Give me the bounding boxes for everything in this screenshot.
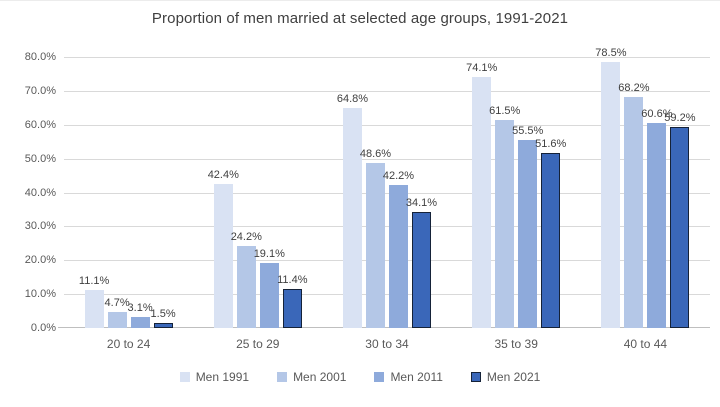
x-axis-category-label: 25 to 29: [236, 337, 280, 351]
bar-men-1991: [213, 184, 233, 328]
y-axis-tick-label: 30.0%: [24, 220, 56, 233]
data-label-men-2021: 59.2%: [664, 112, 696, 125]
y-axis-tick-label: 10.0%: [24, 288, 56, 301]
data-label-men-2011: 3.1%: [127, 302, 153, 315]
bar-men-2021: [670, 127, 690, 328]
legend-item-men-2021: Men 2021: [470, 370, 541, 384]
y-axis-tick-label: 0.0%: [30, 322, 56, 334]
y-axis-tick-label: 40.0%: [24, 186, 56, 199]
gridline: [64, 260, 710, 262]
data-label-men-2011: 42.2%: [382, 170, 415, 183]
data-label-men-1991: 74.1%: [466, 61, 498, 74]
bar-men-1991: [472, 76, 492, 328]
gridline: [64, 226, 710, 228]
gridline: [64, 294, 710, 296]
data-label-men-2001: 48.6%: [359, 148, 392, 161]
y-axis-tick-label: 70.0%: [24, 84, 56, 97]
bar-men-2011: [259, 263, 279, 328]
gridline: [64, 57, 710, 58]
chart-title: Proportion of men married at selected ag…: [151, 10, 569, 27]
legend-swatch-men-2001: [277, 372, 288, 382]
bar-men-2001: [495, 119, 515, 328]
legend-swatch-men-1991: [179, 372, 190, 382]
data-label-men-2011: 60.6%: [641, 107, 673, 120]
bar-men-2001: [624, 96, 644, 328]
plot-area: 11.1% 4.7% 3.1% 1.5% 42.4% 24.2% 19.1% 11.4% 64.…: [58, 47, 710, 328]
bar-men-2011: [389, 185, 408, 328]
legend-label-men-1991: Men 1991: [195, 370, 250, 384]
legend-label-men-2021: Men 2021: [486, 370, 541, 384]
x-axis-category-label: 35 to 39: [494, 337, 538, 351]
legend-item-men-2011: Men 2011: [374, 370, 443, 384]
bar-men-2001: [236, 246, 256, 328]
gridline: [64, 158, 710, 160]
data-label-men-2001: 68.2%: [618, 81, 650, 94]
legend-swatch-men-2011: [374, 372, 385, 382]
bar-men-2021: [282, 289, 302, 328]
data-label-men-2011: 19.1%: [253, 248, 285, 261]
gridline: [64, 192, 710, 194]
bar-men-1991: [601, 62, 621, 328]
gridline: [64, 124, 710, 126]
x-axis-category-label: 40 to 44: [623, 337, 668, 351]
data-label-men-1991: 78.5%: [595, 47, 627, 60]
bar-men-1991: [84, 290, 104, 328]
bar-men-2001: [107, 312, 127, 328]
data-label-men-2001: 24.2%: [230, 231, 262, 244]
x-axis-category-label: 30 to 34: [365, 337, 409, 351]
gridline: [64, 90, 710, 92]
y-axis-tick-label: 60.0%: [24, 118, 56, 131]
x-axis-category-label: 20 to 24: [106, 337, 151, 351]
bar-men-2011: [647, 122, 667, 328]
bar-men-2021: [153, 322, 173, 328]
data-label-men-1991: 42.4%: [207, 169, 239, 182]
data-label-men-1991: 11.1%: [78, 275, 110, 288]
legend-swatch-men-2021: [470, 372, 481, 382]
legend-label-men-2001: Men 2001: [293, 370, 347, 384]
bar-men-2011: [518, 139, 538, 328]
legend-item-men-2001: Men 2001: [277, 370, 346, 384]
bar-men-2001: [366, 163, 385, 328]
y-axis-tick-label: 20.0%: [24, 254, 56, 267]
data-label-men-2001: 4.7%: [104, 297, 130, 310]
bar-men-2021: [412, 212, 431, 328]
data-label-men-2021: 51.6%: [535, 138, 567, 151]
y-axis-tick-label: 50.0%: [24, 152, 56, 165]
data-label-men-1991: 64.8%: [336, 93, 369, 106]
data-label-men-2011: 55.5%: [512, 124, 544, 137]
data-label-men-2021: 1.5%: [150, 307, 176, 320]
data-label-men-2021: 34.1%: [405, 197, 438, 210]
legend-label-men-2011: Men 2011: [390, 370, 443, 384]
y-axis-tick-label: 80.0%: [24, 51, 56, 63]
bar-men-2021: [541, 153, 561, 328]
legend-item-men-1991: Men 1991: [179, 370, 250, 384]
legend: Men 1991 Men 2001 Men 2011 Men 2021: [0, 370, 720, 384]
bar-men-2011: [130, 317, 150, 328]
bar-men-1991: [343, 108, 362, 328]
data-label-men-2021: 11.4%: [277, 274, 308, 287]
data-label-men-2001: 61.5%: [489, 104, 521, 117]
